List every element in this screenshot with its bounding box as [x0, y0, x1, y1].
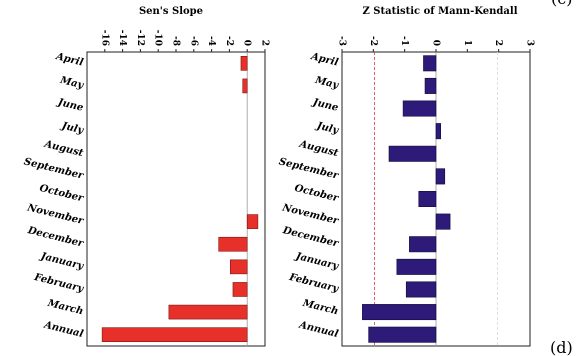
category-label: November	[25, 202, 85, 227]
mann-kendall-chart: Z Statistic of Mann-Kendall -3 -2 -1 0 1 2 3 A…	[278, 6, 535, 347]
bar	[101, 327, 248, 343]
category-label: May	[58, 75, 85, 92]
bar	[232, 282, 248, 297]
plot-frame	[86, 51, 266, 347]
category-label: April	[54, 51, 85, 69]
category-label: Annual	[297, 319, 339, 340]
bar	[229, 259, 248, 275]
category-label: August	[297, 139, 339, 160]
x-tick-label: -3	[337, 36, 347, 46]
bar	[240, 55, 248, 71]
x-tick-label: -4	[206, 36, 216, 46]
x-axis-ticks: -3 -2 -1 0 1 2 3	[337, 36, 535, 52]
bar	[435, 213, 451, 230]
bar	[402, 100, 437, 117]
category-label: August	[42, 139, 84, 160]
x-tick-label: -8	[171, 36, 181, 46]
x-tick-label: -6	[188, 36, 198, 46]
x-tick-label: 0	[242, 40, 252, 46]
bar	[218, 236, 248, 252]
bars	[101, 55, 259, 343]
category-label: May	[313, 75, 340, 92]
category-label: April	[309, 51, 340, 69]
category-label: October	[293, 183, 340, 205]
bar	[168, 304, 248, 320]
category-label: July	[314, 120, 341, 137]
category-label: December	[281, 225, 340, 250]
bar	[423, 55, 437, 72]
category-label: March	[301, 298, 340, 318]
chart-title: Sen's Slope	[139, 6, 203, 17]
x-tick-label: -1	[399, 36, 409, 46]
category-label: June	[310, 97, 339, 114]
category-label: Annual	[42, 319, 84, 340]
x-tick-label: -2	[224, 36, 234, 46]
category-label: September	[23, 156, 85, 182]
bar	[435, 123, 441, 140]
category-labels: April May June July AugustSeptemberOctoberNo…	[23, 51, 86, 340]
category-label: March	[46, 298, 85, 318]
bar	[242, 78, 248, 94]
panel-label-top: (c)	[551, 0, 572, 8]
x-tick-label: 1	[462, 40, 472, 46]
category-label: June	[55, 97, 84, 114]
x-axis-ticks: -16 -14 -12 -10 -8 -6 -4 -2 0 2	[99, 30, 270, 52]
bar	[418, 191, 437, 207]
x-tick-label: 2	[493, 40, 503, 46]
category-label: February	[32, 272, 85, 295]
category-label: January	[38, 251, 86, 273]
bar	[409, 236, 437, 253]
bar	[388, 145, 437, 162]
category-label: February	[287, 272, 340, 295]
x-tick-label: 2	[260, 40, 270, 46]
bar	[435, 168, 446, 185]
bar	[246, 214, 259, 229]
category-label: September	[278, 156, 340, 182]
category-label: July	[59, 120, 86, 137]
category-label: October	[38, 183, 85, 205]
bars	[362, 55, 451, 343]
bar	[396, 258, 437, 275]
category-labels: April May June July AugustSeptemberOctoberNo…	[278, 51, 341, 340]
bar	[424, 77, 437, 94]
x-tick-label: -16	[99, 30, 109, 46]
category-label: December	[26, 225, 85, 250]
x-tick-label: 3	[525, 40, 535, 46]
chart-title: Z Statistic of Mann-Kendall	[362, 6, 517, 17]
category-label: November	[280, 202, 340, 227]
x-tick-label: 0	[431, 40, 441, 46]
panel-label: (d)	[550, 338, 573, 356]
x-tick-label: -12	[135, 30, 145, 46]
bar	[405, 281, 437, 298]
bar	[362, 304, 437, 321]
bar	[368, 326, 437, 343]
x-tick-label: -10	[153, 30, 163, 46]
category-label: January	[293, 251, 341, 273]
sens-slope-chart: Sen's Slope -16 -14 -12 -10 -8 -6 -4 -2 0 2 April…	[23, 6, 270, 347]
x-tick-label: -14	[117, 30, 127, 46]
x-tick-label: -2	[368, 36, 378, 46]
